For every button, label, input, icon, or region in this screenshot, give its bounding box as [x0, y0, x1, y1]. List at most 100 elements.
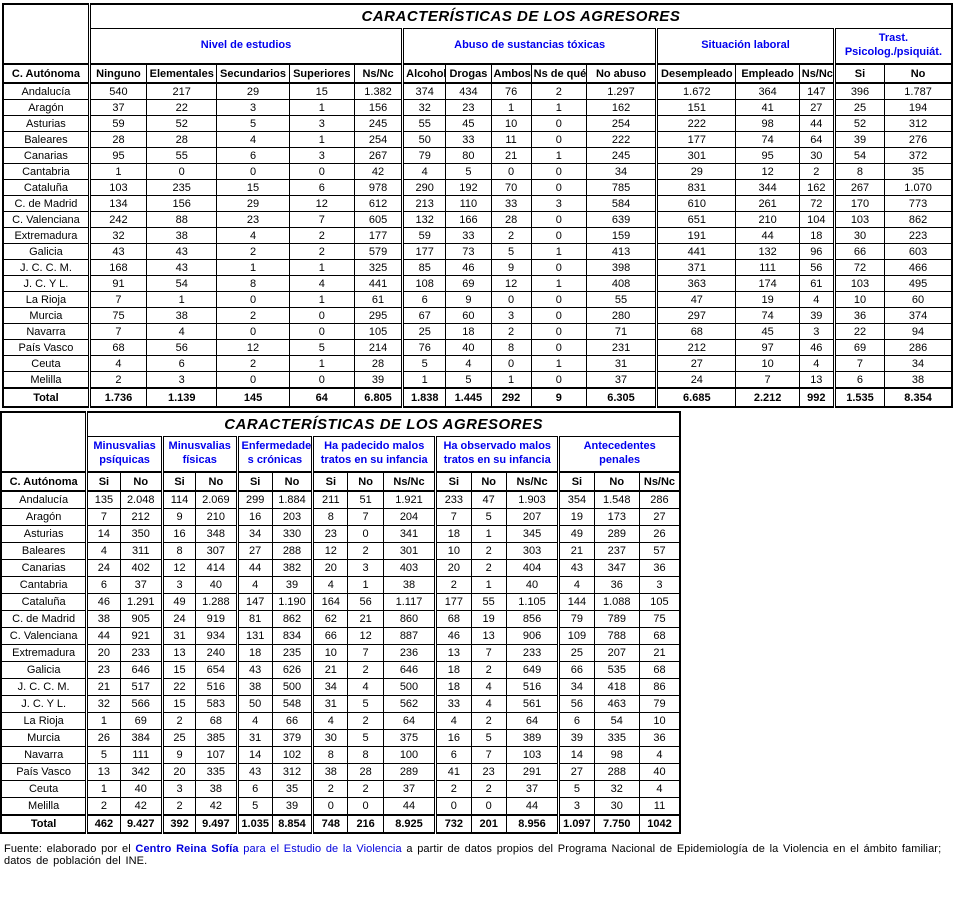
data-cell: 38 — [235, 678, 273, 696]
column-header: Ns/Nc — [638, 471, 681, 492]
data-cell: 40 — [445, 339, 492, 356]
data-cell: 21 — [557, 542, 595, 560]
column-header: Ambos — [490, 63, 532, 84]
data-cell: 335 — [195, 763, 238, 781]
data-cell: 39 — [557, 729, 595, 747]
table1-body: Andalucía 540 217 29 15 1.382 374 434 76 2 1.297 1.… — [2, 82, 953, 408]
data-cell: 44 — [735, 227, 800, 244]
row-label: Canarias — [0, 559, 88, 577]
data-cell: 11 — [490, 131, 532, 148]
row-label: Extremadura — [0, 644, 88, 662]
data-cell: 88 — [146, 211, 218, 228]
data-cell: 22 — [832, 323, 886, 340]
row-label: Asturias — [2, 115, 90, 132]
data-cell: 350 — [119, 525, 163, 543]
table-row: Cataluña 46 1.291 49 1.288 147 1.190 164 56 1.117… — [0, 593, 681, 611]
data-cell: 40 — [119, 780, 163, 798]
data-cell: 3 — [146, 371, 218, 389]
data-cell: 732 — [434, 814, 472, 834]
data-cell: 134 — [87, 195, 148, 212]
data-cell: 2 — [530, 82, 587, 100]
data-cell: 2 — [798, 163, 835, 180]
data-cell: 66 — [832, 243, 886, 260]
data-cell: 33 — [490, 195, 532, 212]
data-cell: 40 — [505, 576, 560, 594]
data-cell: 1.903 — [505, 490, 560, 509]
data-cell: 862 — [884, 211, 953, 228]
data-cell: 36 — [638, 729, 681, 747]
group-header: Trast. Psicolog./psiquiát. — [832, 28, 953, 65]
data-cell: 27 — [798, 99, 835, 116]
table-row: Canarias 24 402 12 414 44 382 20 3 403 20 2 404 43 347… — [0, 559, 681, 577]
data-cell: 3 — [160, 780, 197, 798]
data-cell: 26 — [85, 729, 121, 747]
table-row: Navarra 7 4 0 0 105 25 18 2 0 71 68 45 3 22 94 — [2, 323, 953, 340]
data-cell: 44 — [235, 559, 273, 577]
data-cell: 55 — [585, 291, 658, 308]
data-cell: 1 — [288, 355, 355, 372]
data-cell: 212 — [655, 339, 737, 356]
row-label: Melilla — [2, 371, 90, 389]
data-cell: 788 — [593, 627, 640, 645]
data-cell: 354 — [557, 490, 595, 509]
data-cell: 223 — [884, 227, 953, 244]
data-cell: 159 — [585, 227, 658, 244]
column-header: Si — [85, 471, 121, 492]
data-cell: 54 — [832, 147, 886, 164]
data-cell: 103 — [832, 211, 886, 228]
data-cell: 3 — [530, 195, 587, 212]
data-cell: 103 — [505, 746, 560, 764]
data-cell: 45 — [735, 323, 800, 340]
data-cell: 2 — [216, 307, 290, 324]
row-label: Murcia — [2, 307, 90, 324]
column-header: No — [271, 471, 314, 492]
data-cell: 16 — [235, 508, 273, 526]
data-cell: 38 — [884, 371, 953, 389]
data-cell: 1 — [470, 525, 507, 543]
data-cell: 16 — [434, 729, 472, 747]
data-cell: 612 — [353, 195, 404, 212]
data-cell: 1.736 — [87, 387, 148, 408]
data-cell: 24 — [655, 371, 737, 389]
data-cell: 8 — [832, 163, 886, 180]
data-cell: 1.035 — [235, 814, 273, 834]
data-cell: 203 — [271, 508, 314, 526]
data-cell: 222 — [585, 131, 658, 148]
data-cell: 295 — [353, 307, 404, 324]
data-cell: 2.048 — [119, 490, 163, 509]
data-cell: 102 — [271, 746, 314, 764]
data-cell: 94 — [884, 323, 953, 340]
data-cell: 566 — [119, 695, 163, 713]
table-row: Melilla 2 42 2 42 5 39 0 0 44 0 0 44 3 30 11 — [0, 797, 681, 816]
data-cell: 919 — [195, 610, 238, 628]
data-cell: 12 — [735, 163, 800, 180]
data-cell: 207 — [593, 644, 640, 662]
data-cell: 6.685 — [655, 387, 737, 408]
data-cell: 8.354 — [884, 387, 953, 408]
data-cell: 32 — [401, 99, 447, 116]
data-cell: 906 — [505, 627, 560, 645]
column-header: Ns/Nc — [798, 63, 835, 84]
data-cell: 301 — [655, 147, 737, 164]
data-cell: 31 — [160, 627, 197, 645]
data-cell: 236 — [382, 644, 437, 662]
data-cell: 3 — [160, 576, 197, 594]
data-cell: 18 — [434, 525, 472, 543]
data-cell: 862 — [271, 610, 314, 628]
data-cell: 235 — [271, 644, 314, 662]
data-cell: 245 — [353, 115, 404, 132]
table-row: Cantabria 1 0 0 0 42 4 5 0 0 34 29 12 2 8 35 — [2, 163, 953, 180]
data-cell: 144 — [557, 593, 595, 611]
data-cell: 583 — [195, 695, 238, 713]
data-cell: 345 — [505, 525, 560, 543]
data-cell: 60 — [445, 307, 492, 324]
data-cell: 1.672 — [655, 82, 737, 100]
data-cell: 341 — [382, 525, 437, 543]
data-cell: 579 — [353, 243, 404, 260]
data-cell: 2 — [347, 542, 384, 560]
data-cell: 267 — [832, 179, 886, 196]
column-header: Ninguno — [87, 63, 148, 84]
data-cell: 384 — [119, 729, 163, 747]
data-cell: 42 — [353, 163, 404, 180]
data-cell: 15 — [160, 695, 197, 713]
